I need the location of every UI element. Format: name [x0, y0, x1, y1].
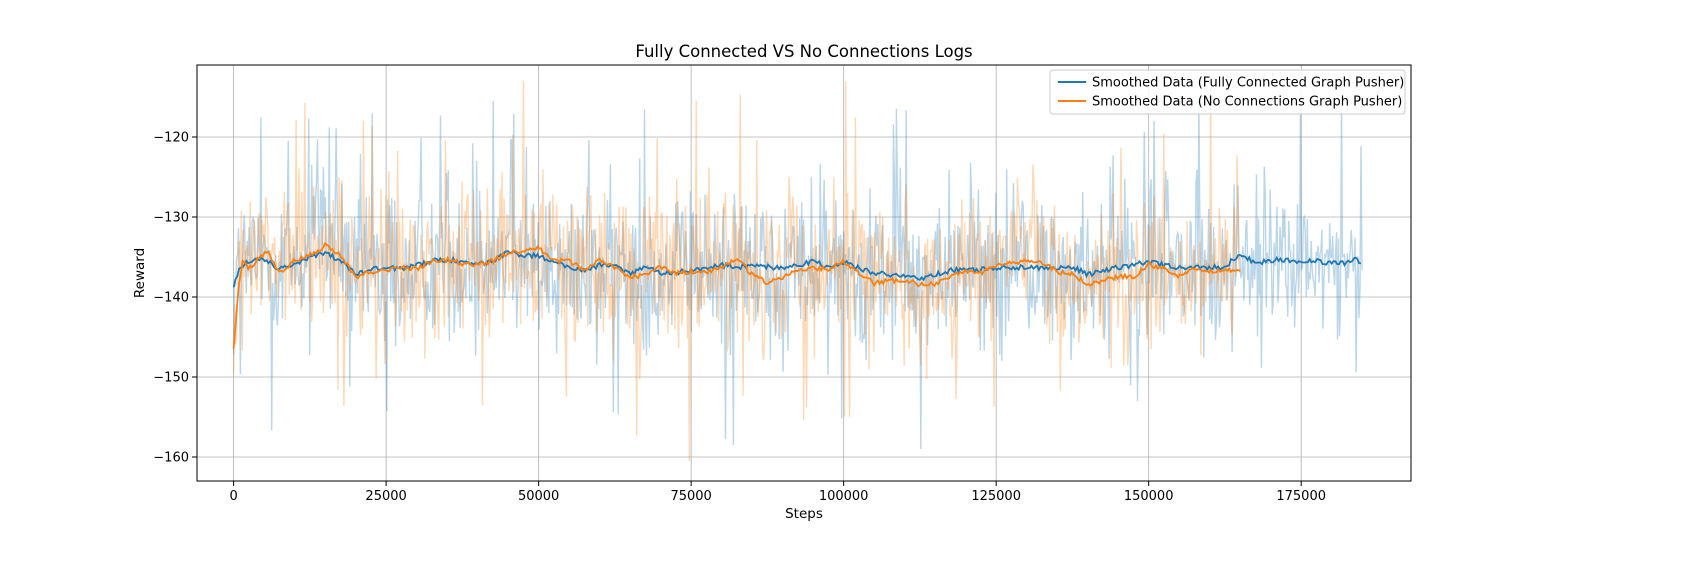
y-tick-label: −150 — [153, 371, 189, 386]
x-axis-ticks: 0 25000 50000 75000 100000 125000 150000 175000 — [229, 481, 1326, 504]
y-axis-ticks: −160 −150 −140 −130 −120 — [153, 131, 197, 466]
x-tick-label: 0 — [229, 489, 237, 504]
raw-data-line — [232, 100, 1363, 450]
plot-area-frame — [196, 64, 1412, 482]
smoothed-data-layer — [232, 241, 1362, 349]
y-axis-label: Reward — [132, 248, 148, 298]
legend-label-no-connections: Smoothed Data (No Connections Graph Push… — [1092, 95, 1402, 110]
x-tick-label: 100000 — [819, 489, 869, 504]
raw-data-line — [232, 80, 1241, 462]
x-tick-label: 175000 — [1276, 489, 1326, 504]
legend-label-fully-connected: Smoothed Data (Fully Connected Graph Pus… — [1092, 76, 1404, 91]
grid — [197, 65, 1411, 481]
x-tick-label: 75000 — [670, 489, 711, 504]
legend: Smoothed Data (Fully Connected Graph Pus… — [1049, 69, 1406, 115]
y-tick-label: −140 — [153, 291, 189, 306]
y-tick-label: −160 — [153, 451, 189, 466]
x-tick-label: 125000 — [971, 489, 1021, 504]
legend-box — [1049, 69, 1406, 115]
smoothed-data-line — [232, 249, 1362, 288]
y-tick-label: −120 — [153, 131, 189, 146]
x-tick-label: 25000 — [365, 489, 406, 504]
x-axis-label: Steps — [785, 506, 823, 522]
x-tick-label: 150000 — [1124, 489, 1174, 504]
raw-data-layer — [232, 80, 1363, 462]
smoothed-data-line — [232, 241, 1241, 349]
chart-title: Fully Connected VS No Connections Logs — [635, 42, 972, 61]
y-tick-label: −130 — [153, 211, 189, 226]
x-tick-label: 50000 — [518, 489, 559, 504]
